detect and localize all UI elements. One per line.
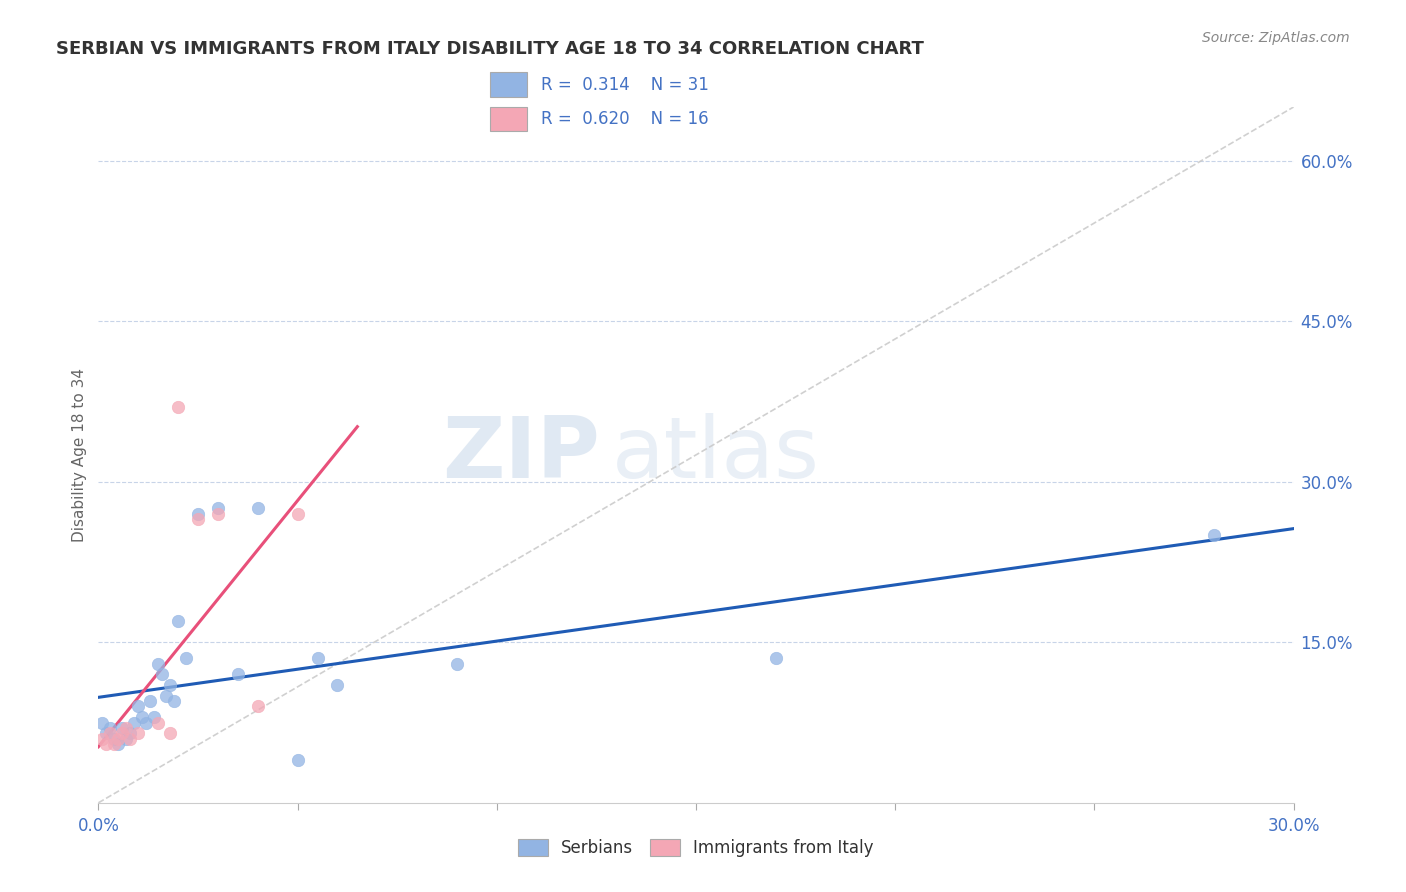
Point (446, 657, 468, 671)
Text: ZIP: ZIP (443, 413, 600, 497)
Point (187, 507, 209, 521)
Point (226, 667, 249, 681)
Point (103, 737, 125, 751)
Point (107, 731, 129, 746)
Point (159, 726, 181, 740)
Point (120, 726, 142, 740)
Point (124, 715, 146, 730)
Point (127, 699, 149, 714)
Point (307, 651, 329, 665)
Point (115, 731, 138, 746)
Point (167, 614, 190, 628)
Point (326, 678, 349, 692)
Point (143, 710, 166, 724)
Point (111, 726, 134, 740)
Point (111, 721, 134, 735)
Point (91, 715, 114, 730)
Point (120, 731, 142, 746)
Point (287, 507, 309, 521)
Point (246, 501, 269, 516)
Point (1202, 528, 1225, 542)
Point (167, 400, 190, 414)
Point (174, 651, 197, 665)
Point (131, 710, 153, 724)
Text: R =  0.314    N = 31: R = 0.314 N = 31 (541, 76, 709, 94)
Text: SERBIAN VS IMMIGRANTS FROM ITALY DISABILITY AGE 18 TO 34 CORRELATION CHART: SERBIAN VS IMMIGRANTS FROM ITALY DISABIL… (56, 40, 924, 58)
Point (127, 726, 149, 740)
Point (98, 726, 122, 740)
Legend: Serbians, Immigrants from Italy: Serbians, Immigrants from Italy (512, 832, 880, 864)
Point (148, 715, 170, 730)
Point (187, 512, 209, 526)
Point (150, 667, 173, 681)
Text: Source: ZipAtlas.com: Source: ZipAtlas.com (1202, 31, 1350, 45)
Point (107, 737, 129, 751)
Point (155, 689, 177, 703)
Point (246, 699, 269, 714)
Text: atlas: atlas (613, 413, 820, 497)
Y-axis label: Disability Age 18 to 34: Disability Age 18 to 34 (72, 368, 87, 542)
Point (163, 694, 186, 708)
Point (148, 657, 170, 671)
Point (159, 678, 181, 692)
Point (207, 507, 229, 521)
Point (135, 715, 157, 730)
Point (207, 501, 229, 516)
FancyBboxPatch shape (489, 72, 527, 96)
Point (96, 726, 118, 740)
Point (91, 731, 114, 746)
Point (139, 694, 162, 708)
FancyBboxPatch shape (489, 107, 527, 131)
Point (115, 721, 138, 735)
Point (96, 737, 118, 751)
Text: R =  0.620    N = 16: R = 0.620 N = 16 (541, 111, 709, 128)
Point (765, 651, 787, 665)
Point (98, 721, 122, 735)
Point (287, 753, 309, 767)
Point (103, 731, 125, 746)
